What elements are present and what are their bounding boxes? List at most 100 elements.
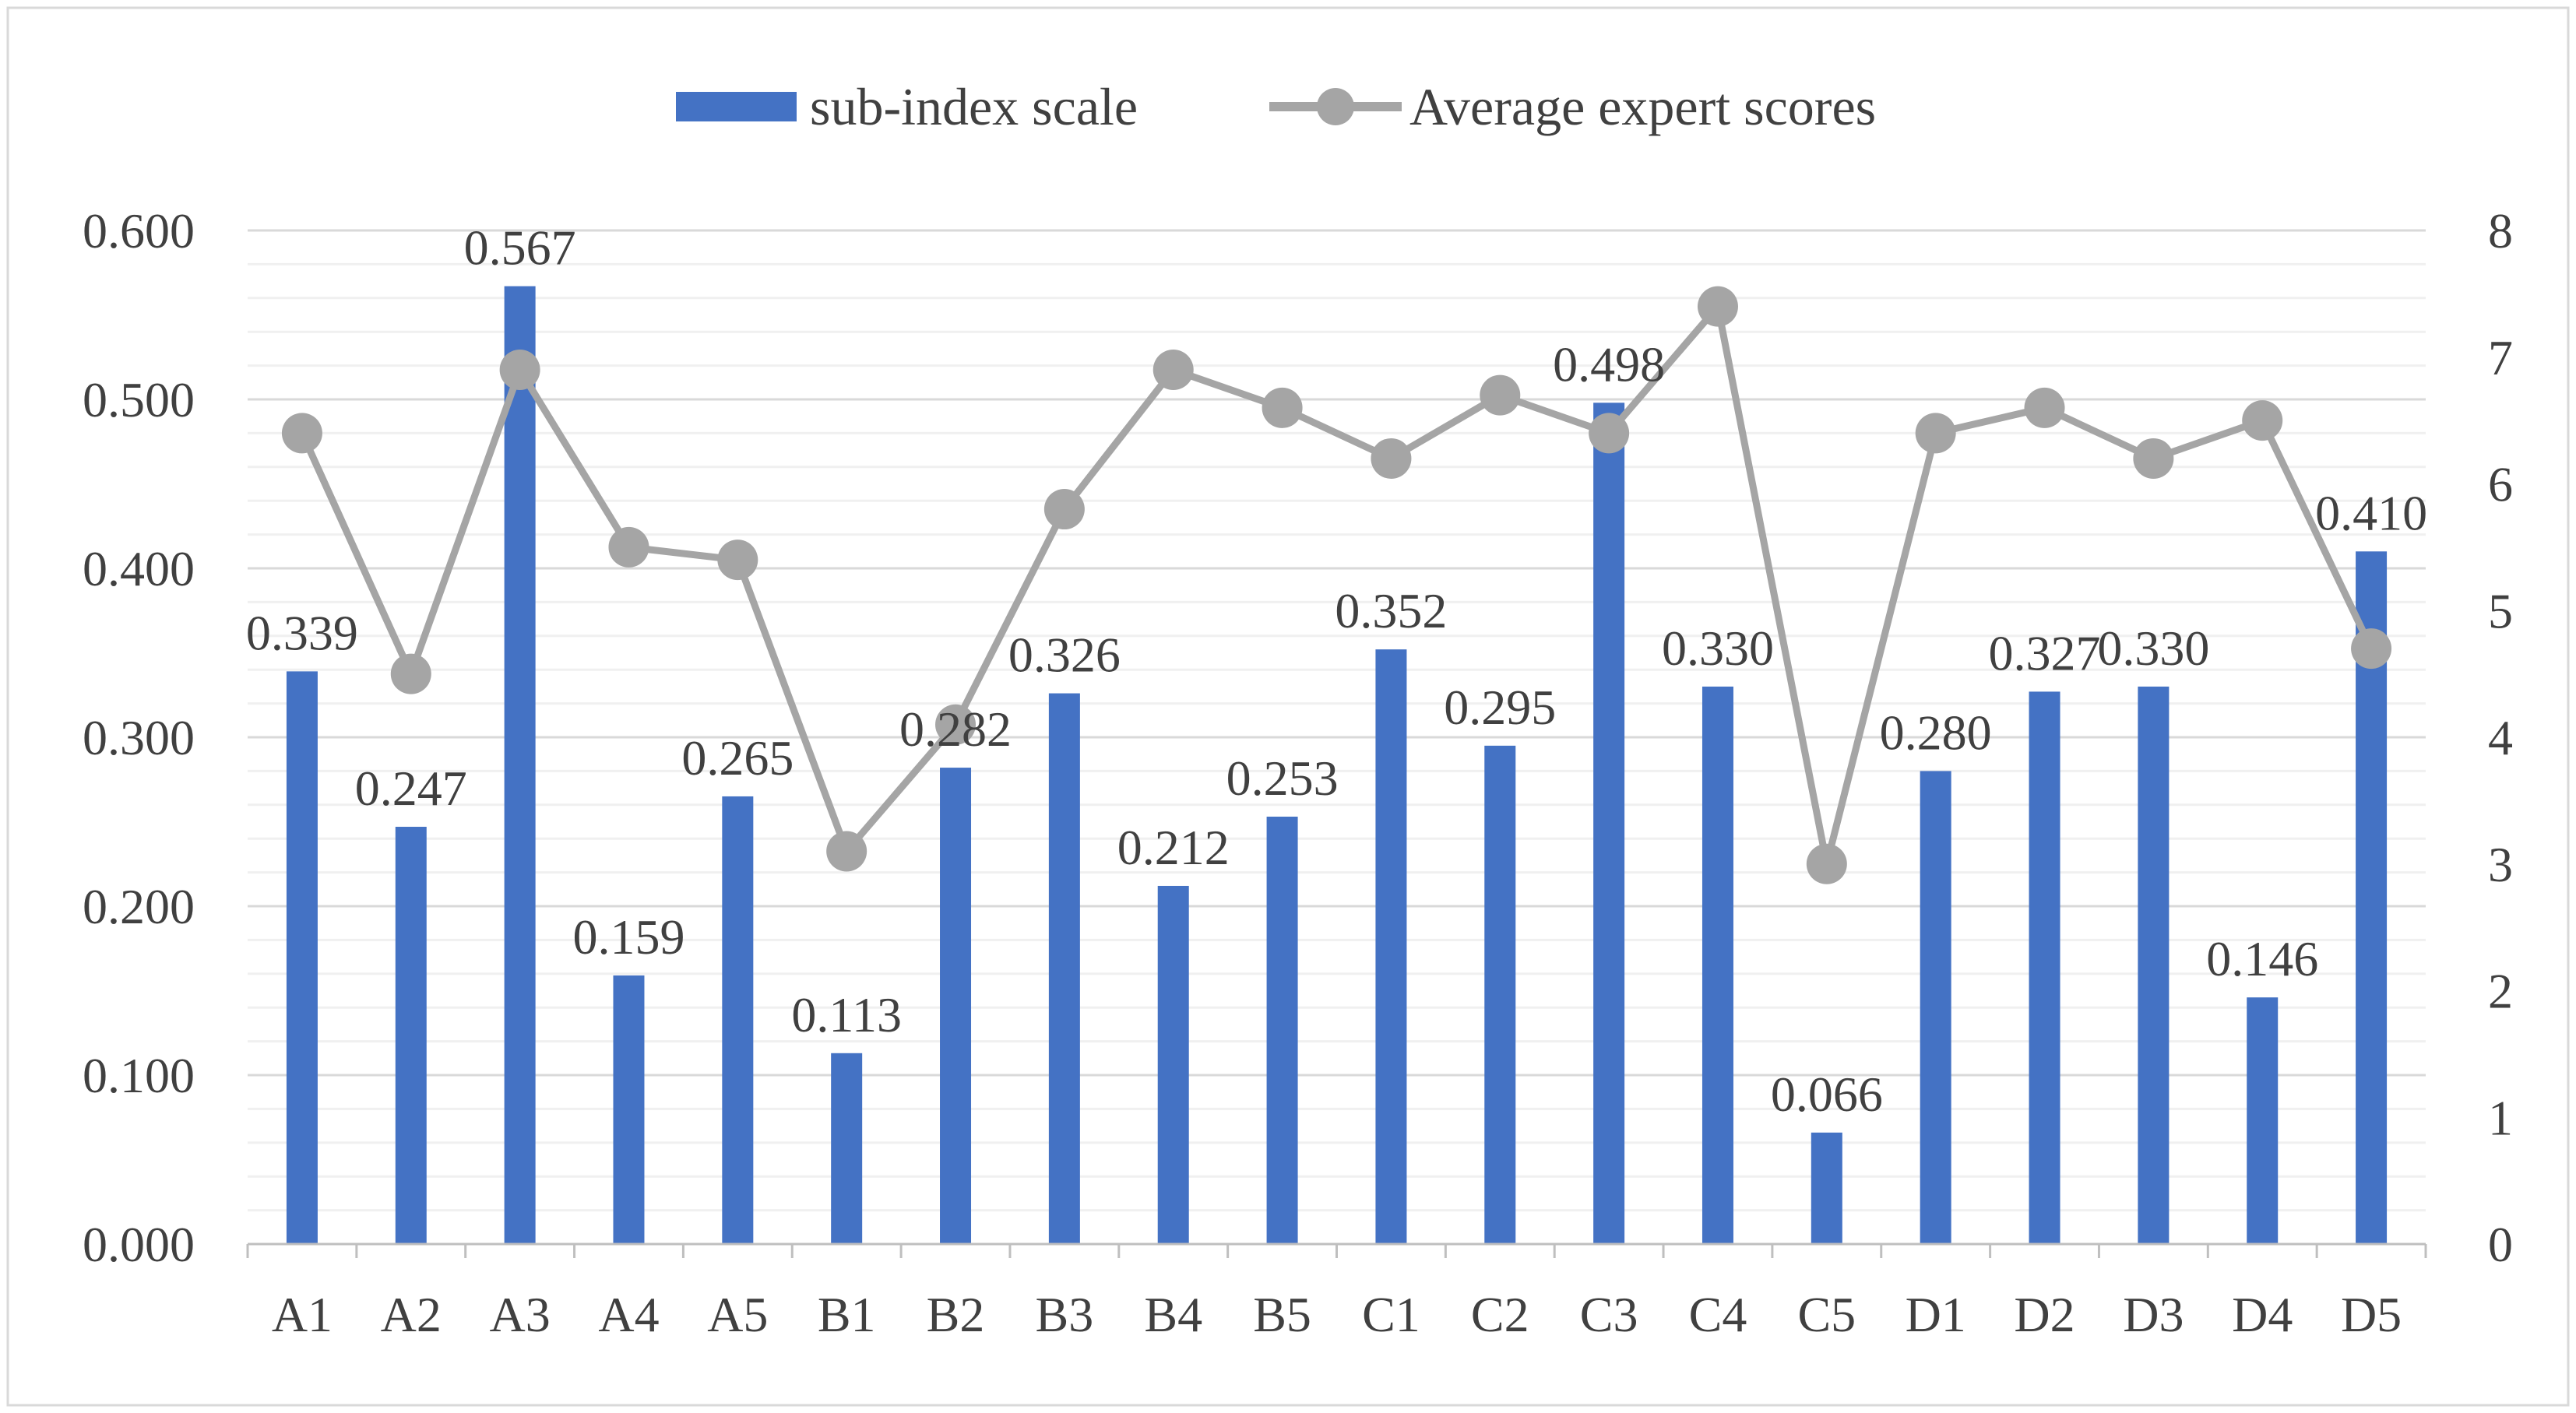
category-label-D3: D3	[2123, 1287, 2184, 1342]
left-tick-label: 0.500	[83, 372, 195, 427]
bar-A4	[613, 975, 645, 1244]
right-tick-label: 6	[2488, 457, 2513, 512]
data-label-A5: 0.265	[681, 730, 794, 786]
point-A4	[608, 526, 649, 568]
bar-A2	[395, 827, 427, 1244]
point-B4	[1153, 350, 1194, 391]
bar-C3	[1593, 402, 1625, 1244]
right-tick-label: 3	[2488, 837, 2513, 892]
bar-A3	[504, 286, 536, 1244]
left-tick-label: 0.400	[83, 541, 195, 596]
x-axis	[246, 1243, 2427, 1258]
data-label-C4: 0.330	[1662, 620, 1774, 676]
bar-B1	[831, 1053, 863, 1244]
right-tick-label: 4	[2488, 710, 2513, 765]
data-label-A2: 0.247	[355, 761, 467, 816]
point-C1	[1371, 438, 1412, 479]
right-axis-ticks: 0 1 2 3 4 5 6 7 8	[2488, 203, 2513, 1272]
data-label-D1: 0.280	[1880, 705, 1992, 760]
category-label-B2: B2	[927, 1287, 985, 1342]
data-label-A1: 0.339	[246, 605, 358, 660]
right-tick-label: 1	[2488, 1090, 2513, 1145]
bar-C4	[1701, 686, 1733, 1244]
right-tick-label: 2	[2488, 964, 2513, 1019]
right-tick-label: 7	[2488, 330, 2513, 385]
data-label-B3: 0.326	[1008, 627, 1121, 683]
point-D2	[2024, 387, 2065, 428]
left-tick-label: 0.100	[83, 1048, 195, 1103]
right-tick-label: 0	[2488, 1217, 2513, 1272]
point-C5	[1806, 843, 1847, 884]
category-label-B1: B1	[818, 1287, 876, 1342]
bar-B3	[1048, 693, 1080, 1244]
bar-A5	[722, 796, 754, 1244]
data-label-B5: 0.253	[1226, 750, 1339, 806]
left-tick-label: 0.300	[83, 710, 195, 765]
point-A5	[717, 540, 758, 581]
category-label-A4: A4	[598, 1287, 659, 1342]
right-tick-label: 5	[2488, 583, 2513, 638]
bar-A1	[286, 671, 318, 1244]
data-label-A4: 0.159	[572, 909, 684, 965]
data-label-D3: 0.330	[2097, 620, 2209, 676]
data-label-A3: 0.567	[464, 220, 576, 276]
left-tick-label: 0.600	[83, 203, 195, 258]
category-label-C3: C3	[1580, 1287, 1638, 1342]
point-B2	[935, 704, 977, 745]
point-A2	[390, 653, 431, 694]
bar-B5	[1266, 816, 1298, 1244]
category-label-C4: C4	[1689, 1287, 1747, 1342]
line-series	[281, 286, 2392, 884]
point-C3	[1589, 413, 1630, 454]
point-C2	[1480, 374, 1521, 416]
bar-C2	[1484, 745, 1516, 1244]
point-B3	[1043, 489, 1085, 530]
bar-D2	[2029, 691, 2060, 1244]
bar-C5	[1811, 1132, 1842, 1244]
data-label-C2: 0.295	[1444, 680, 1556, 735]
legend: sub-index scale Average expert scores	[676, 77, 1876, 136]
category-label-B3: B3	[1036, 1287, 1094, 1342]
data-label-B4: 0.212	[1117, 820, 1230, 875]
legend-label-bars: sub-index scale	[810, 77, 1138, 136]
category-label-D2: D2	[2014, 1287, 2075, 1342]
category-label-A3: A3	[490, 1287, 551, 1342]
data-label-B1: 0.113	[791, 987, 902, 1042]
category-label-C2: C2	[1471, 1287, 1529, 1342]
bar-D1	[1920, 771, 1951, 1244]
category-label-A2: A2	[381, 1287, 442, 1342]
point-A3	[499, 350, 540, 391]
point-D5	[2351, 628, 2392, 670]
point-C4	[1697, 286, 1738, 327]
bar-B2	[940, 768, 972, 1244]
data-label-D2: 0.327	[1989, 625, 2101, 680]
category-label-C5: C5	[1797, 1287, 1856, 1342]
left-tick-label: 0.200	[83, 879, 195, 934]
point-D1	[1915, 413, 1956, 454]
bar-C1	[1375, 649, 1407, 1244]
data-label-B2: 0.282	[899, 701, 1012, 757]
point-B1	[826, 831, 867, 872]
data-label-C1: 0.352	[1335, 583, 1447, 638]
data-label-C5: 0.066	[1771, 1067, 1883, 1122]
left-axis-ticks: 0.000 0.100 0.200 0.300 0.400 0.500 0.600	[83, 203, 195, 1272]
data-labels: 0.339 0.247 0.567 0.159 0.265 0.113 0.282 0.326…	[246, 220, 2427, 1122]
category-labels: A1 A2 A3 A4 A5 B1 B2 B3 B4 B5 C1 C2 C3 C4 C5 D1 D2 D3 D4 D5	[272, 1287, 2402, 1342]
data-label-C3: 0.498	[1553, 336, 1665, 392]
legend-swatch-bars	[676, 92, 797, 121]
right-tick-label: 8	[2488, 203, 2513, 258]
category-label-B5: B5	[1253, 1287, 1311, 1342]
category-label-D4: D4	[2232, 1287, 2293, 1342]
point-D3	[2133, 438, 2174, 479]
gridlines	[248, 229, 2426, 1212]
bar-B4	[1157, 885, 1189, 1244]
category-label-B4: B4	[1144, 1287, 1202, 1342]
category-label-A1: A1	[272, 1287, 333, 1342]
bar-D4	[2247, 997, 2279, 1244]
bar-D3	[2138, 686, 2170, 1244]
legend-marker-line	[1317, 88, 1354, 125]
data-label-D5: 0.410	[2315, 485, 2427, 540]
point-A1	[281, 413, 322, 454]
